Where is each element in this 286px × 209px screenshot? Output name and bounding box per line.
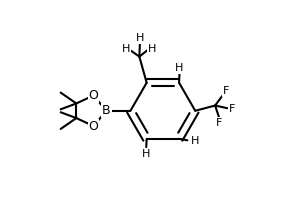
Text: B: B [102, 104, 111, 117]
Text: H: H [136, 33, 145, 43]
Text: H: H [148, 44, 156, 54]
Text: H: H [122, 44, 130, 54]
Text: F: F [229, 104, 235, 114]
Text: H: H [175, 63, 184, 73]
Text: O: O [89, 120, 98, 133]
Text: F: F [223, 86, 229, 96]
Text: H: H [191, 136, 200, 146]
Text: H: H [142, 149, 150, 159]
Text: O: O [89, 89, 98, 102]
Text: F: F [216, 118, 222, 128]
